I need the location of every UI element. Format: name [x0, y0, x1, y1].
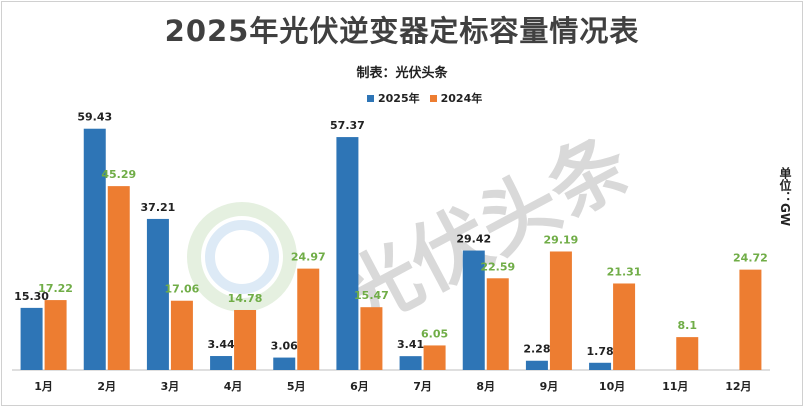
data-label-2025: 15.30: [14, 290, 49, 303]
data-label-2024: 8.1: [678, 319, 698, 332]
bar-2024: [613, 283, 636, 370]
data-label-2024: 22.59: [480, 260, 515, 273]
data-label-2024: 21.31: [607, 265, 642, 278]
x-tick-label: 5月: [287, 380, 306, 393]
bar-2024: [486, 278, 509, 370]
bar-2024: [549, 251, 572, 370]
bar-2024: [44, 300, 67, 370]
legend-item-2024: 2024年: [429, 90, 483, 106]
bar-2025: [273, 357, 296, 370]
bar-2025: [146, 218, 169, 370]
bar-2025: [210, 356, 233, 370]
bar-2024: [297, 268, 320, 370]
data-label-2024: 24.72: [733, 252, 768, 265]
bar-2025: [525, 360, 548, 370]
unit-label: 单位：GW: [778, 167, 792, 227]
data-label-2025: 3.41: [397, 338, 424, 351]
bar-2025: [83, 128, 106, 370]
x-tick-label: 3月: [161, 380, 180, 393]
x-tick-label: 7月: [413, 380, 432, 393]
data-label-2025: 59.43: [77, 111, 112, 124]
data-label-2025: 29.42: [456, 233, 491, 246]
legend-swatch-2025: [367, 94, 374, 102]
data-label-2024: 17.22: [38, 282, 73, 295]
data-label-2025: 37.21: [141, 201, 176, 214]
data-label-2024: 45.29: [101, 168, 136, 181]
x-tick-label: 11月: [662, 380, 688, 393]
x-tick-label: 1月: [34, 380, 53, 393]
legend: 2025年 2024年: [367, 90, 482, 106]
bar-2024: [360, 307, 383, 370]
chart-title: 2025年光伏逆变器定标容量情况表: [164, 14, 640, 48]
bar-2024: [170, 300, 193, 370]
bar-2025: [399, 356, 422, 370]
bar-2025: [20, 307, 43, 370]
data-label-2024: 29.19: [544, 233, 579, 246]
data-label-2025: 1.78: [587, 345, 614, 358]
data-label-2024: 17.06: [165, 283, 200, 296]
bar-2025: [336, 137, 359, 370]
data-label-2025: 3.44: [208, 338, 235, 351]
x-tick-label: 2月: [97, 380, 116, 393]
data-label-2024: 15.47: [354, 289, 389, 302]
data-label-2024: 14.78: [228, 292, 263, 305]
x-tick-label: 9月: [540, 380, 559, 393]
x-tick-label: 12月: [725, 380, 751, 393]
x-tick-label: 4月: [224, 380, 243, 393]
bar-2025: [589, 362, 612, 370]
chart-subtitle: 制表：光伏头条: [356, 66, 448, 81]
legend-label-2025: 2025年: [378, 92, 420, 105]
bar-2024: [234, 309, 257, 370]
bar-2024: [107, 186, 130, 370]
x-tick-label: 10月: [599, 380, 625, 393]
legend-item-2025: 2025年: [367, 90, 420, 106]
legend-swatch-2024: [429, 94, 437, 102]
data-label-2025: 3.06: [271, 340, 298, 353]
data-label-2024: 24.97: [291, 251, 326, 264]
x-tick-label: 6月: [350, 380, 369, 393]
data-label-2025: 57.37: [330, 119, 365, 132]
bar-2024: [676, 337, 699, 370]
data-label-2025: 2.28: [523, 343, 550, 356]
bar-2024: [739, 269, 762, 370]
legend-label-2024: 2024年: [440, 92, 483, 105]
bar-2025: [462, 250, 485, 370]
data-label-2024: 6.05: [421, 327, 448, 340]
x-tick-label: 8月: [476, 380, 495, 393]
bar-2024: [423, 345, 446, 370]
